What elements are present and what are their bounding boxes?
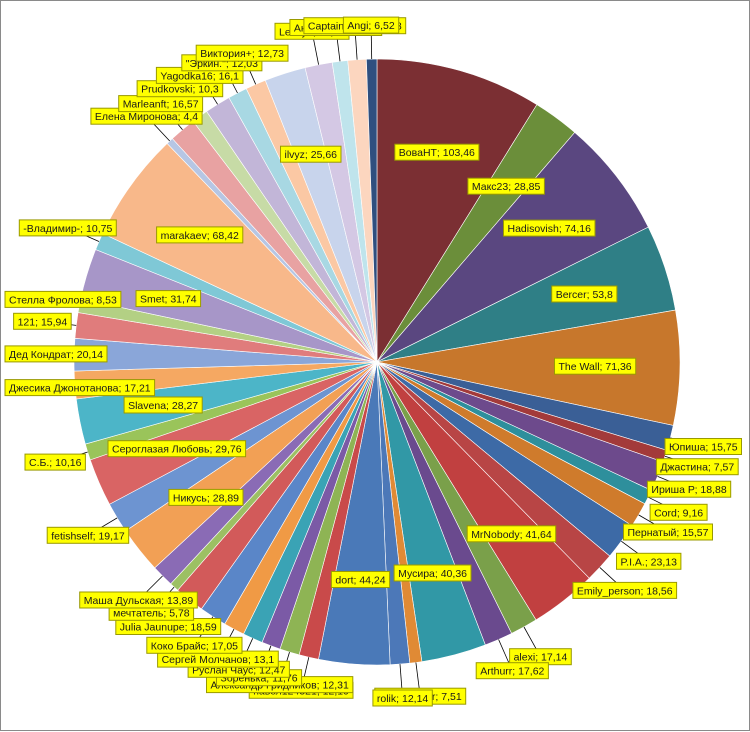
slice-label: fetishself; 19,17 — [51, 530, 125, 542]
slice-label: Макс23; 28,85 — [472, 181, 541, 193]
slice-label-box — [4, 290, 122, 308]
slice-label: ВоваНТ; 103,46 — [399, 147, 475, 159]
slice-label-box — [4, 379, 156, 397]
slice-label: Angi; 6,52 — [347, 20, 394, 32]
slice-label: Пернатый; 15,57 — [628, 527, 709, 539]
slice-label: Smet; 31,74 — [140, 294, 197, 306]
slice-label: -Владимир-; 10,75 — [23, 223, 112, 235]
slice-label-box — [168, 488, 244, 506]
slice-label-box — [135, 290, 202, 308]
slice-label: Emily_person; 18,56 — [577, 585, 673, 597]
slice-label: Julia Jaunupe; 18,59 — [120, 622, 217, 634]
slice-label-box — [664, 438, 742, 455]
slice-label: Marleanft; 16,57 — [123, 99, 199, 111]
slice-label: Cord; 9,16 — [654, 507, 703, 519]
slice-label: Yagodka16; 16,1 — [160, 70, 239, 82]
slice-label: ilvyz; 25,66 — [285, 149, 338, 161]
slice-label-box — [330, 571, 391, 588]
slice-label: Arthurr; 17,62 — [480, 666, 544, 678]
slice-label: Маша Дульская; 13,89 — [84, 595, 194, 607]
pie-slice — [376, 309, 681, 426]
slice-label: P.I.A.; 23,13 — [621, 556, 678, 568]
slice-label-box — [24, 453, 86, 471]
slice-label-box — [467, 177, 545, 195]
slice-label-box — [466, 525, 557, 543]
slice-label-box — [503, 219, 596, 237]
slice-label-box — [394, 143, 480, 161]
slice-label: Юпиша; 15,75 — [669, 442, 738, 454]
slice-label: Виктория+; 12,73 — [200, 48, 284, 60]
pie-slice — [376, 58, 538, 364]
slice-label-box — [79, 591, 198, 609]
slice-label-box — [616, 552, 682, 570]
slice-label-box — [46, 526, 130, 544]
pie-slice — [376, 131, 649, 363]
slice-label: marakaev; 68,42 — [161, 230, 239, 242]
slice-label: Сероглазая Любовь; 29,76 — [112, 444, 242, 456]
slice-label-box — [342, 16, 400, 34]
slice-label-box — [372, 689, 433, 707]
slice-label: Ириша Р; 18,88 — [651, 484, 726, 496]
slice-label: rolik; 12,14 — [377, 693, 429, 705]
data-labels: ВоваНТ; 103,46 Макс23; 28,85 Hadisovish; 7… — [4, 16, 742, 707]
pie-slices — [73, 58, 681, 666]
slice-label: Мусира; 40,36 — [398, 568, 467, 580]
slice-label: The Wall; 71,36 — [559, 361, 632, 373]
slice-label: Джастина; 7,57 — [660, 462, 734, 474]
slice-label-box — [649, 503, 708, 521]
slice-label-box — [655, 458, 739, 476]
slice-label: Сергей Молчанов; 13,1 — [162, 654, 275, 666]
slice-label: MrNobody; 41,64 — [471, 529, 552, 541]
slice-label: мечтатель; 5,78 — [113, 607, 190, 619]
slice-label: dort; 44,24 — [335, 575, 385, 587]
slice-label-box — [146, 636, 243, 654]
slice-label: Prudkovski; 10,3 — [141, 84, 219, 96]
slice-label: Никусь; 28,89 — [173, 492, 239, 504]
slice-label-box — [123, 396, 203, 414]
slice-label: Джесика Джонотанова; 17,21 — [9, 383, 151, 395]
slice-label-box — [13, 312, 72, 330]
slice-label-box — [572, 581, 678, 599]
slice-label-box — [107, 440, 247, 458]
slice-label-box — [554, 357, 637, 375]
slice-label-box — [4, 345, 108, 363]
slice-label-box — [18, 219, 117, 237]
slice-label: Коко Брайс; 17,05 — [151, 640, 238, 652]
slice-label: Bercer; 53,8 — [556, 289, 613, 301]
slice-label: Стелла Фролова; 8,53 — [9, 294, 117, 306]
slice-label-box — [393, 564, 472, 582]
slice-label: Дед Кондрат; 20,14 — [9, 349, 103, 361]
slice-label-box — [195, 44, 289, 62]
slice-label-box — [280, 145, 342, 163]
slice-label: Hadisovish; 74,16 — [508, 223, 592, 235]
slice-label-box — [646, 480, 732, 498]
pie-slice — [366, 58, 378, 363]
slice-label-box — [551, 285, 618, 303]
slice-label-box — [475, 662, 549, 680]
slice-label-box — [623, 523, 713, 541]
slice-label: С.Б.; 10,16 — [29, 457, 82, 469]
slice-label-box — [156, 226, 244, 244]
slice-label: Slavena; 28,27 — [128, 400, 198, 412]
slice-label: 121; 15,94 — [18, 316, 68, 328]
slice-label: Елена Миронова; 4,4 — [95, 111, 198, 123]
slice-label: alexi; 17,14 — [514, 652, 568, 664]
